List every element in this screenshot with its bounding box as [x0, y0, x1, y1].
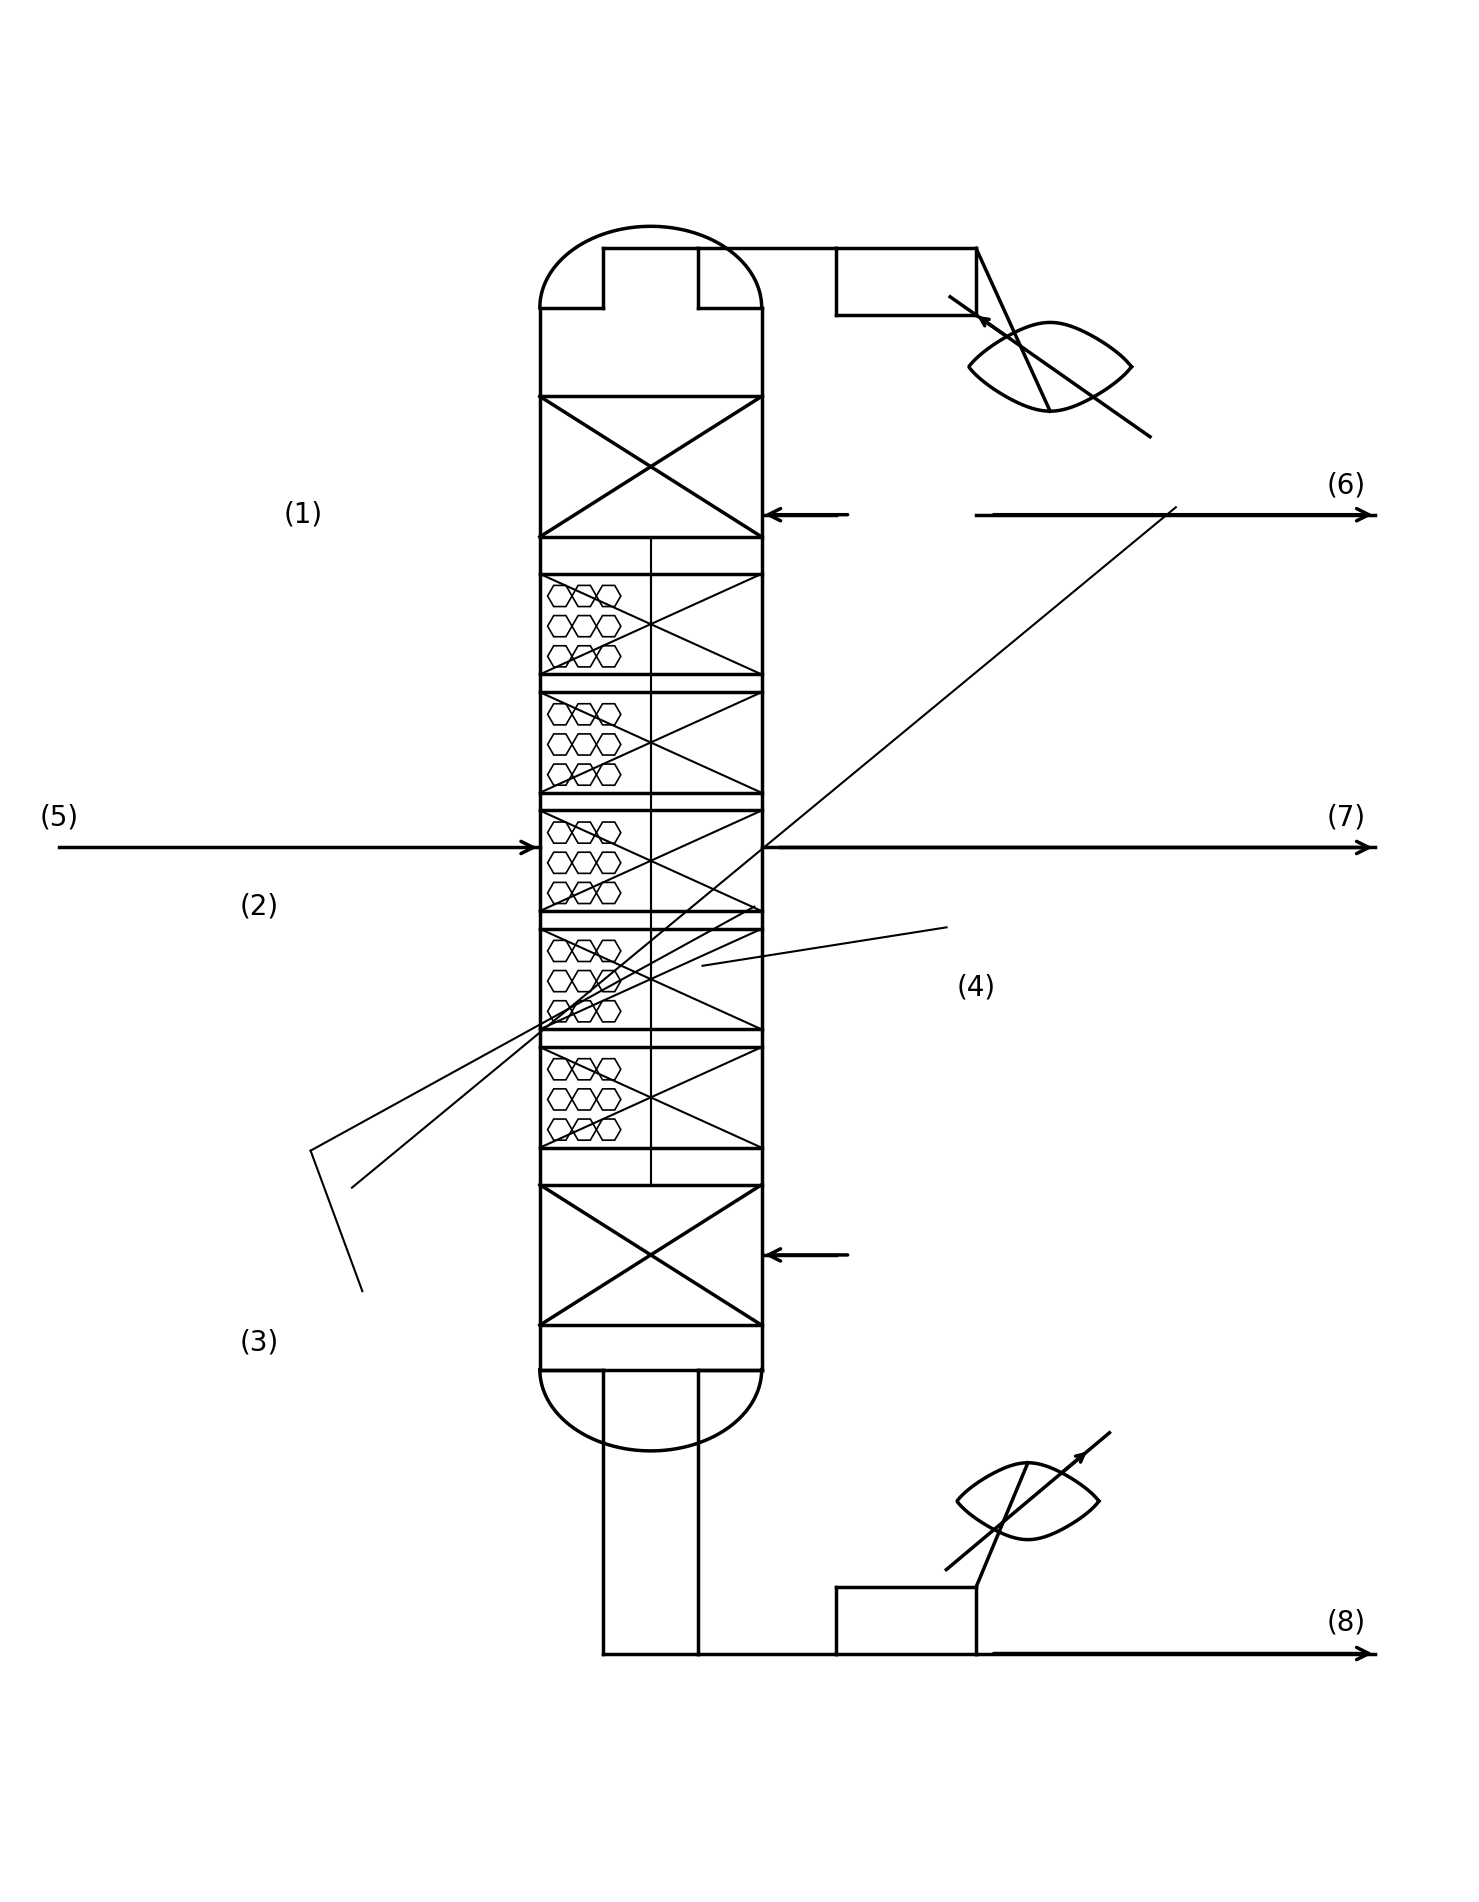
Text: (6): (6): [1327, 472, 1365, 498]
Text: (2): (2): [240, 892, 278, 921]
Text: (1): (1): [284, 500, 322, 529]
Text: (4): (4): [957, 974, 995, 1002]
Text: (8): (8): [1327, 1609, 1365, 1636]
Text: (5): (5): [40, 805, 78, 831]
Text: (7): (7): [1327, 805, 1365, 831]
Text: (3): (3): [240, 1329, 278, 1356]
